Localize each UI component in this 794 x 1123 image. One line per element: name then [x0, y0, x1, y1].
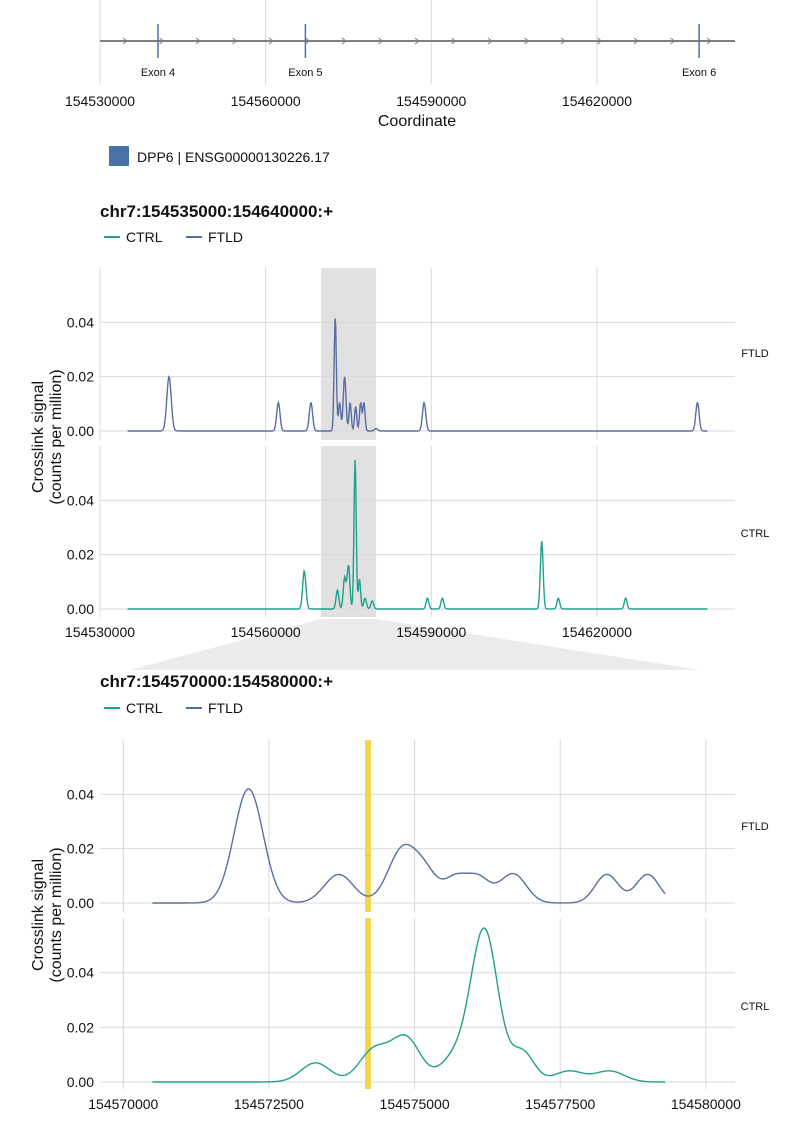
- x-tick-label: 154560000: [231, 624, 301, 640]
- facet-label-ctrl: CTRL: [741, 528, 770, 540]
- facet-label-ftld: FTLD: [741, 348, 769, 360]
- strand-arrow: [414, 37, 420, 45]
- strand-arrow: [633, 37, 639, 45]
- series-line-ctrl: [127, 460, 708, 610]
- strand-arrow: [378, 37, 384, 45]
- x-tick-label: 154590000: [396, 624, 466, 640]
- facet-label-ctrl: CTRL: [741, 1001, 770, 1013]
- facet-ftld: 0.00 0.02 0.04 FTLD: [67, 740, 769, 912]
- strand-arrow: [597, 37, 603, 45]
- y-tick-label: 0.02: [67, 547, 94, 563]
- legend-label-ftld: FTLD: [208, 229, 243, 245]
- x-tick-label: 154572500: [234, 1096, 304, 1112]
- strand-arrow: [305, 37, 311, 45]
- strand-arrow: [524, 37, 530, 45]
- gene-legend-label: DPP6 | ENSG00000130226.17: [137, 149, 330, 165]
- strand-arrow: [195, 37, 201, 45]
- facet-ctrl: 0.00 0.02 0.04 CTRL: [67, 446, 770, 617]
- panel-title: chr7:154535000:154640000:+: [100, 202, 333, 221]
- strand-arrow: [232, 37, 238, 45]
- strand-arrow: [341, 37, 347, 45]
- series-line-ctrl: [152, 927, 666, 1083]
- x-tick-label: 154575000: [380, 1096, 450, 1112]
- y-tick-label: 0.04: [67, 786, 94, 802]
- strand-arrow: [451, 37, 457, 45]
- gene-x-tick-label: 154590000: [396, 93, 466, 109]
- y-axis-title: Crosslink signal(counts per million): [30, 847, 65, 982]
- facet-label-ftld: FTLD: [741, 821, 769, 833]
- y-tick-label: 0.04: [67, 492, 94, 508]
- strand-arrow: [487, 37, 493, 45]
- x-tick-label: 154580000: [671, 1096, 741, 1112]
- y-axis-title-line2: (counts per million): [48, 847, 65, 982]
- strand-arrow: [560, 37, 566, 45]
- gene-x-tick-label: 154620000: [562, 93, 632, 109]
- x-tick-label: 154530000: [65, 624, 135, 640]
- y-tick-label: 0.02: [67, 841, 94, 857]
- facet-ftld: 0.00 0.02 0.04 FTLD: [67, 268, 769, 440]
- y-tick-label: 0.00: [67, 895, 94, 911]
- strand-arrow: [706, 37, 712, 45]
- y-axis-title-line2: (counts per million): [48, 369, 65, 504]
- y-tick-label: 0.00: [67, 1074, 94, 1090]
- facet-ctrl: 0.00 0.02 0.04 CTRL: [67, 918, 770, 1090]
- legend-label-ftld: FTLD: [208, 700, 243, 716]
- strand-arrow: [670, 37, 676, 45]
- series-line-ftld: [152, 788, 666, 904]
- y-tick-label: 0.04: [67, 314, 94, 330]
- series-line-ftld: [127, 318, 708, 432]
- y-axis-title: Crosslink signal(counts per million): [30, 369, 65, 504]
- x-tick-label: 154570000: [88, 1096, 158, 1112]
- gene-x-tick-label: 154560000: [231, 93, 301, 109]
- highlight-band: [364, 740, 371, 912]
- y-tick-label: 0.02: [67, 1019, 94, 1035]
- highlight-band: [364, 918, 371, 1089]
- zoom-region: [320, 446, 377, 617]
- strand-arrow: [159, 37, 165, 45]
- x-tick-label: 154620000: [562, 624, 632, 640]
- panel-title: chr7:154570000:154580000:+: [100, 672, 333, 691]
- x-tick-label: 154577500: [525, 1096, 595, 1112]
- y-axis-title-line1: Crosslink signal: [30, 859, 47, 971]
- legend-label-ctrl: CTRL: [126, 229, 163, 245]
- legend-label-ctrl: CTRL: [126, 700, 163, 716]
- gene-legend-swatch: [109, 146, 129, 166]
- strand-arrow: [122, 37, 128, 45]
- gene-x-tick-label: 154530000: [65, 93, 135, 109]
- y-tick-label: 0.04: [67, 965, 94, 981]
- exon-label: Exon 6: [682, 67, 716, 79]
- y-axis-title-line1: Crosslink signal: [30, 381, 47, 493]
- zoom-connector: [130, 619, 700, 670]
- exon-label: Exon 5: [288, 67, 322, 79]
- y-tick-label: 0.00: [67, 601, 94, 617]
- y-tick-label: 0.00: [67, 423, 94, 439]
- exon-label: Exon 4: [141, 67, 175, 79]
- strand-arrow: [268, 37, 274, 45]
- gene-x-axis-title: Coordinate: [378, 113, 456, 130]
- y-tick-label: 0.02: [67, 369, 94, 385]
